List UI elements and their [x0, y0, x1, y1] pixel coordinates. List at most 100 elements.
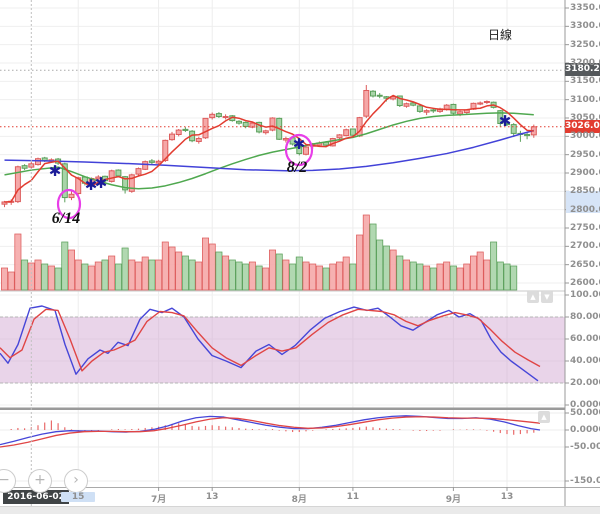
period-label: 日線: [488, 28, 513, 42]
candle-body: [202, 117, 209, 139]
price-axis-label: 3250.00: [570, 39, 600, 50]
candle-body: [108, 170, 115, 182]
volume-bar: [215, 251, 223, 291]
price-axis-label: 2800.00: [570, 204, 600, 215]
volume-bar: [322, 267, 330, 291]
volume-bar: [403, 259, 410, 291]
volume-bar: [228, 259, 236, 291]
candle-body: [209, 113, 216, 119]
arrow-up-icon: ▲: [530, 293, 536, 301]
annotation-8-2: 8/2: [286, 159, 308, 176]
candle-body: [336, 134, 343, 139]
price-axis-label: 2750.00: [570, 223, 600, 233]
candle-body: [242, 121, 249, 127]
macd-axis-label: -150.0000: [570, 476, 600, 486]
candle-body: [148, 160, 155, 163]
candle-body: [497, 110, 504, 124]
pane-divider-thick: [0, 407, 565, 410]
volume-bar: [175, 251, 183, 291]
candle-body: [68, 193, 75, 199]
chevron-right-icon: ›: [73, 472, 79, 488]
price-axis-label: 2850.00: [570, 186, 600, 197]
bottom-scrollbar-strip[interactable]: [0, 506, 600, 514]
volume-bar: [47, 265, 55, 291]
candle-body: [504, 123, 510, 126]
annotation-6-14: 6/14: [51, 210, 81, 227]
volume-bar: [255, 265, 263, 291]
volume-bar: [409, 261, 417, 291]
volume-bar: [235, 261, 243, 291]
price-axis-label: 3350.00: [570, 3, 600, 13]
volume-bar: [282, 259, 290, 291]
volume-bar: [376, 239, 384, 291]
volume-bar: [309, 263, 317, 291]
candle-body: [343, 129, 350, 137]
candle-body: [524, 134, 531, 137]
macd-axis-label: 50.0000: [570, 408, 600, 418]
volume-bar: [141, 256, 149, 291]
volume-bar: [302, 261, 310, 291]
candle-body: [175, 129, 182, 136]
volume-bar: [336, 261, 343, 291]
star-marker-icon: ✱: [49, 163, 62, 180]
star-marker-icon: ✱: [499, 113, 512, 130]
oscillator-axis-label: 100.0000: [570, 290, 600, 300]
candle-body: [477, 102, 484, 105]
price-axis-label: 3000.00: [570, 131, 600, 142]
volume-bar: [14, 233, 22, 291]
volume-bar: [41, 263, 49, 291]
volume-bar: [168, 246, 176, 291]
macd-pane-move-up-button[interactable]: ▲: [538, 411, 550, 423]
candle-body: [403, 103, 410, 107]
oscillator-band: [0, 317, 565, 383]
price-axis-label: 2950.00: [570, 149, 600, 160]
volume-bar: [496, 261, 504, 291]
candle-body: [222, 116, 229, 119]
macd-red-line: [0, 416, 541, 448]
zoom-in-button[interactable]: +: [28, 469, 52, 493]
volume-bar: [74, 259, 82, 291]
volume-bar: [202, 237, 209, 291]
volume-bar: [470, 255, 477, 291]
star-marker-icon: ✱: [95, 175, 108, 192]
volume-bar: [7, 271, 15, 291]
candle-body: [162, 139, 169, 162]
volume-bar: [188, 259, 196, 291]
volume-bar: [503, 263, 511, 291]
price-axis-label: 2900.00: [570, 168, 600, 178]
ma-blue-line: [4, 129, 534, 172]
oscillator-red-line: [0, 308, 541, 372]
price-axis-label: 3100.00: [570, 94, 600, 105]
pane-move-up-button[interactable]: ▲: [527, 291, 539, 303]
candle-body: [363, 90, 370, 117]
volume-bar: [81, 263, 89, 291]
x-axis-label: 13: [205, 492, 219, 502]
volume-bar: [329, 263, 337, 291]
star-marker-icon: ✱: [85, 177, 98, 194]
candle-body: [296, 144, 303, 155]
oscillator-axis-label: 80.0000: [570, 312, 600, 322]
volume-bar: [295, 256, 303, 291]
volume-bar: [101, 259, 109, 291]
price-axis-label: 2700.00: [570, 241, 600, 252]
volume-bar: [208, 243, 216, 291]
candle-body: [142, 161, 149, 170]
volume-bar: [262, 267, 270, 291]
volume-bar: [476, 251, 484, 291]
price-axis-label: 2600.00: [570, 278, 600, 288]
candle-body: [269, 117, 276, 131]
x-axis-label: 7月: [150, 495, 167, 505]
arrow-down-icon: ▼: [544, 293, 550, 301]
candle-body: [135, 168, 142, 175]
x-axis-label: 13: [500, 492, 514, 502]
pan-right-button[interactable]: ›: [64, 469, 88, 493]
volume-bar: [349, 263, 357, 291]
pane-move-down-button[interactable]: ▼: [541, 291, 553, 303]
volume-bar: [289, 263, 297, 291]
price-axis-label: 2650.00: [570, 259, 600, 270]
volume-bar: [275, 253, 283, 291]
volume-bar: [121, 247, 129, 291]
volume-bar: [490, 241, 498, 291]
volume-bar: [94, 261, 102, 291]
